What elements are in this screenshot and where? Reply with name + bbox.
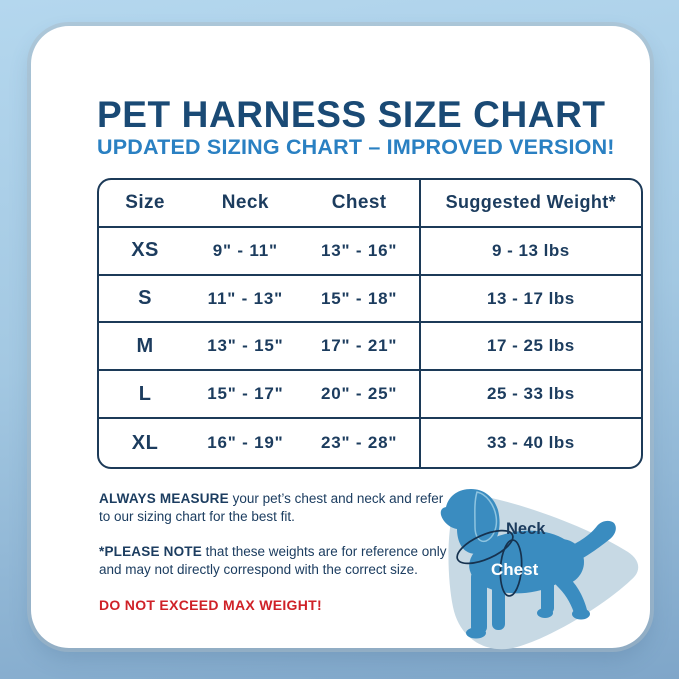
table-row-m: M 13" - 15" 17" - 21" 17 - 25 lbs — [99, 323, 641, 372]
cell-neck: 16" - 19" — [207, 433, 284, 453]
size-table: Size Neck Chest Suggested Weight* XS 9" … — [97, 178, 643, 469]
cell-weight: 33 - 40 lbs — [418, 419, 641, 467]
table-header-row: Size Neck Chest Suggested Weight* — [99, 180, 641, 228]
neck-label: Neck — [506, 520, 546, 538]
cell-weight: 25 - 33 lbs — [418, 371, 641, 418]
cell-size: S — [138, 287, 152, 310]
measure-note-lead: ALWAYS MEASURE — [99, 491, 229, 506]
table-row-s: S 11" - 13" 15" - 18" 13 - 17 lbs — [99, 275, 641, 324]
dog-illustration: Neck Chest — [440, 489, 639, 650]
cell-size: M — [136, 334, 154, 357]
cell-chest: 15" - 18" — [321, 288, 398, 308]
dog-measurement-diagram: Neck Chest — [421, 478, 661, 658]
header-neck: Neck — [221, 191, 269, 213]
max-weight-warning: DO NOT EXCEED MAX WEIGHT! — [99, 596, 322, 613]
cell-chest: 23" - 28" — [321, 433, 398, 453]
footnotes: ALWAYS MEASURE your pet’s chest and neck… — [99, 490, 451, 631]
cell-chest: 20" - 25" — [321, 384, 398, 404]
cell-weight: 17 - 25 lbs — [418, 323, 641, 370]
header-size: Size — [125, 191, 165, 213]
cell-size: XS — [131, 239, 159, 262]
cell-chest: 17" - 21" — [321, 336, 398, 356]
dog-ear — [474, 491, 498, 543]
header-weight: Suggested Weight* — [418, 180, 641, 226]
please-note-lead: *PLEASE NOTE — [99, 543, 202, 559]
cell-size: XL — [131, 431, 159, 454]
cell-chest: 13" - 16" — [321, 240, 398, 260]
cell-weight: 13 - 17 lbs — [418, 275, 641, 322]
neck-measure-line — [456, 529, 514, 565]
cell-neck: 15" - 17" — [207, 384, 284, 404]
measure-note-body: your pet’s chest and neck and refer to o… — [99, 491, 444, 524]
chest-measure-line — [499, 539, 523, 597]
cell-weight: 9 - 13 lbs — [418, 227, 641, 274]
chart-subtitle: UPDATED SIZING CHART – IMPROVED VERSION! — [97, 135, 615, 159]
table-row-xl: XL 16" - 19" 23" - 28" 33 - 40 lbs — [99, 419, 641, 467]
measure-note: ALWAYS MEASURE your pet’s chest and neck… — [99, 490, 451, 526]
cell-neck: 9" - 11" — [212, 240, 278, 260]
header-chest: Chest — [331, 191, 387, 213]
size-chart-card: PET HARNESS SIZE CHART UPDATED SIZING CH… — [31, 26, 650, 650]
please-note: *PLEASE NOTE that these weights are for … — [99, 543, 451, 579]
chest-label: Chest — [491, 560, 539, 579]
table-row-l: L 15" - 17" 20" - 25" 25 - 33 lbs — [99, 371, 641, 420]
table-row-xs: XS 9" - 11" 13" - 16" 9 - 13 lbs — [99, 227, 641, 276]
cell-neck: 13" - 15" — [207, 336, 284, 356]
cell-size: L — [138, 382, 152, 405]
please-note-body: that these weights are for reference onl… — [99, 543, 447, 577]
chart-title: PET HARNESS SIZE CHART — [97, 94, 606, 135]
cell-neck: 11" - 13" — [207, 288, 283, 308]
